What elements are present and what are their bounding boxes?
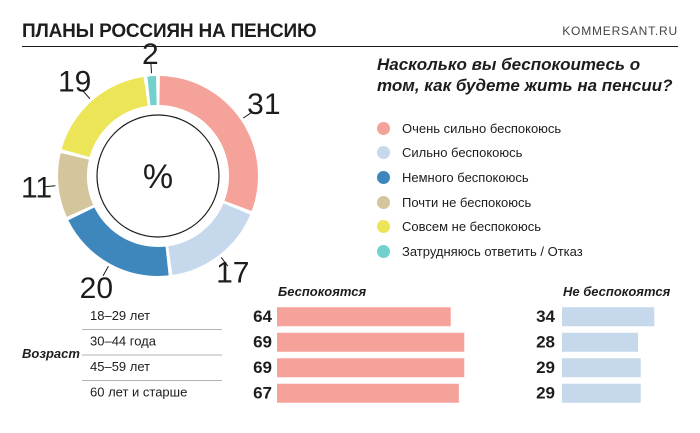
slice-leader-line — [150, 62, 153, 74]
donut-slice — [168, 203, 251, 275]
slice-leader-line — [44, 185, 56, 188]
legend-item-somewhat-worried: Немного беспокоюсь — [377, 165, 583, 190]
age-category-label: 30–44 года — [90, 334, 157, 349]
age-category-label: 60 лет и старше — [90, 385, 187, 400]
slice-value-label: 17 — [216, 256, 249, 289]
legend-label: Немного беспокоюсь — [402, 169, 529, 185]
legend-label: Сильно беспокоюсь — [402, 145, 523, 161]
age-category-label: 45–59 лет — [90, 359, 150, 374]
legend-swatch — [377, 121, 390, 135]
source-label: KOMMERSANT.RU — [562, 24, 678, 38]
legend: Очень сильно беспокоюсь Сильно беспокоюс… — [377, 116, 583, 264]
bar — [562, 383, 641, 403]
title-divider — [22, 46, 678, 47]
legend-item-not-worried: Совсем не беспокоюсь — [377, 214, 583, 239]
bar — [277, 358, 465, 378]
legend-label: Почти не беспокоюсь — [402, 194, 532, 210]
bar-value-label: 67 — [253, 384, 272, 403]
bar-value-label: 69 — [253, 333, 272, 352]
legend-swatch — [377, 146, 390, 160]
donut-slice — [68, 207, 169, 276]
donut-slice — [57, 152, 94, 217]
bar-value-label: 28 — [536, 333, 555, 352]
slice-leader-line — [82, 90, 91, 100]
page-title: ПЛАНЫ РОССИЯН НА ПЕНСИЮ — [22, 21, 317, 42]
bar-value-label: 69 — [253, 358, 272, 377]
slice-value-label: 2 — [142, 38, 159, 71]
legend-label: Очень сильно беспокоюсь — [402, 120, 562, 136]
series-title-not-worried: Не беспокоятся — [563, 284, 671, 299]
bar-value-label: 34 — [536, 307, 555, 326]
donut-inner-ring — [96, 114, 220, 238]
age-category-label: 18–29 лет — [90, 308, 150, 323]
bar-value-label: 64 — [253, 307, 272, 326]
bar — [277, 307, 451, 327]
legend-item-very-worried: Очень сильно беспокоюсь — [377, 116, 583, 141]
legend-label: Совсем не беспокоюсь — [402, 219, 542, 235]
bar-chart: Беспокоятся Не беспокоятся Возраст 18–29… — [22, 284, 671, 403]
donut-slice — [159, 76, 258, 212]
slice-leader-line — [242, 111, 253, 119]
slice-leader-line — [102, 266, 109, 277]
slice-value-label: 19 — [58, 65, 91, 98]
slice-value-label: 20 — [80, 272, 113, 305]
legend-item-no-answer: Затрудняюсь ответить / Отказ — [377, 239, 583, 264]
bar — [277, 383, 459, 403]
donut-chart: % 31 17 20 11 19 2 — [21, 38, 281, 305]
legend-swatch — [377, 195, 390, 209]
bar — [562, 307, 655, 327]
bar — [562, 358, 641, 378]
bar-value-label: 29 — [536, 384, 555, 403]
bar-value-label: 29 — [536, 358, 555, 377]
legend-swatch — [377, 244, 390, 258]
age-axis-title: Возраст — [22, 346, 80, 361]
chart-question: Насколько вы беспокоитесь о том, как буд… — [377, 55, 673, 95]
slice-value-label: 31 — [247, 88, 280, 121]
donut-slice — [61, 77, 148, 158]
slice-leader-line — [220, 257, 229, 267]
donut-slice — [147, 76, 157, 106]
legend-swatch — [377, 170, 390, 184]
bar — [562, 332, 638, 352]
legend-item-strongly-worried: Сильно беспокоюсь — [377, 141, 583, 166]
legend-swatch — [377, 220, 390, 234]
bar — [277, 332, 465, 352]
legend-item-almost-not-worried: Почти не беспокоюсь — [377, 190, 583, 215]
donut-center-label: % — [143, 158, 173, 196]
legend-label: Затрудняюсь ответить / Отказ — [402, 243, 583, 259]
series-title-worried: Беспокоятся — [278, 284, 367, 299]
slice-value-label: 11 — [21, 171, 52, 204]
